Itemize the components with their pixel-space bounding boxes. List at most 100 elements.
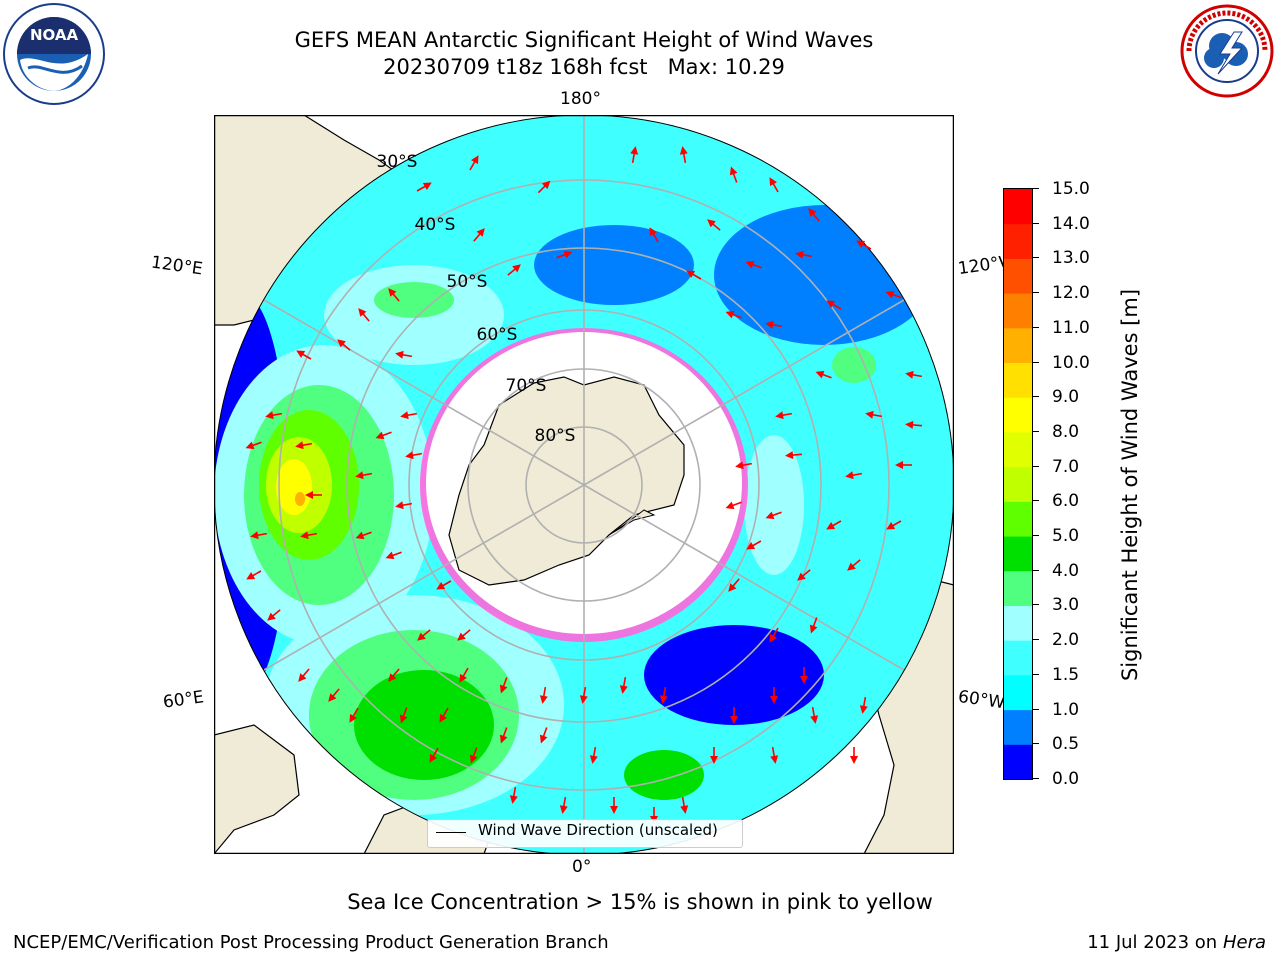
lat-label-70s: 70°S	[506, 376, 547, 396]
wave-direction-arrow	[885, 290, 902, 299]
colorbar-segment	[1004, 466, 1032, 502]
wave-direction-arrow	[905, 420, 923, 429]
colorbar-segment	[1004, 327, 1032, 364]
colorbar-tick-mark	[1033, 188, 1039, 189]
colorbar-tick-label: 11.0	[1052, 317, 1090, 338]
wave-direction-arrow	[305, 491, 322, 499]
wave-direction-arrow	[245, 441, 262, 450]
wave-direction-arrow	[725, 501, 742, 510]
wave-field-blue-ne	[714, 205, 934, 345]
colorbar-tick-mark	[1033, 743, 1039, 745]
wave-direction-arrow	[388, 668, 400, 682]
wave-direction-arrow	[800, 667, 808, 684]
wave-direction-arrow	[679, 146, 688, 164]
lat-label-60s: 60°S	[477, 325, 518, 345]
wave-direction-arrow	[436, 580, 452, 590]
wave-direction-arrow	[405, 451, 423, 460]
lat-label-50s: 50°S	[447, 272, 488, 292]
wave-field-lightcyan-e	[744, 435, 804, 575]
wave-direction-arrow	[375, 431, 392, 440]
land-antarctica	[448, 376, 685, 586]
wave-direction-arrow	[710, 747, 718, 764]
wave-direction-arrow	[770, 687, 778, 704]
colorbar-segment	[1004, 293, 1032, 329]
wave-direction-arrow	[296, 350, 312, 360]
colorbar-tick-mark	[1033, 673, 1039, 675]
colorbar-segment	[1004, 570, 1032, 606]
colorbar-tick-mark	[1033, 639, 1039, 641]
colorbar-segment	[1004, 536, 1032, 572]
sea-ice-note: Sea Ice Concentration > 15% is shown in …	[347, 890, 933, 914]
wave-direction-arrow	[499, 677, 508, 694]
wave-direction-arrow	[865, 410, 883, 419]
colorbar-tick-label: 1.5	[1052, 664, 1080, 685]
colorbar	[1003, 188, 1033, 780]
lon-label-120e: 120°E	[149, 252, 204, 280]
wave-direction-arrow	[507, 264, 521, 276]
wave-direction-arrow	[826, 520, 842, 530]
colorbar-tick-label: 4.0	[1052, 560, 1080, 581]
colorbar-tick-mark	[1033, 361, 1039, 363]
wave-direction-arrow	[250, 531, 268, 540]
wave-direction-arrow	[509, 786, 518, 804]
colorbar-tick-mark	[1033, 430, 1039, 432]
wave-field-dkgreen-sw	[354, 670, 494, 780]
colorbar-tick-label: 8.0	[1052, 421, 1080, 442]
wave-direction-arrow	[459, 667, 469, 683]
legend-label: Wind Wave Direction (unscaled)	[478, 821, 718, 839]
colorbar-tick-mark	[1033, 569, 1039, 571]
wave-direction-arrow	[725, 310, 742, 319]
wave-direction-arrow	[775, 411, 793, 420]
wave-direction-arrow	[850, 747, 858, 764]
wave-direction-arrow	[429, 747, 439, 763]
wave-direction-arrow	[395, 501, 413, 510]
colorbar-tick-label: 2.0	[1052, 630, 1080, 651]
wave-direction-arrow	[856, 240, 872, 250]
wave-direction-arrow	[735, 461, 753, 470]
polar-map: 30°S 40°S 50°S 60°S 70°S 80°S	[214, 115, 954, 854]
map-subtitle: 20230709 t18z 168h fcst Max: 10.29	[383, 55, 785, 79]
wave-direction-arrow	[886, 520, 902, 530]
colorbar-segment	[1004, 223, 1032, 259]
graticule	[214, 115, 954, 854]
wave-direction-arrow	[246, 570, 262, 580]
wave-direction-arrow	[539, 727, 548, 744]
wave-direction-arrow	[399, 707, 408, 724]
wave-direction-arrow	[728, 578, 740, 592]
colorbar-tick-mark	[1033, 535, 1039, 537]
wave-direction-arrow	[267, 609, 281, 621]
wind-wave-direction-arrows	[245, 146, 923, 824]
colorbar-tick-label: 7.0	[1052, 456, 1080, 477]
colorbar-segment	[1004, 431, 1032, 468]
wave-direction-arrow	[355, 531, 372, 540]
lon-label-60e: 60°E	[161, 687, 206, 713]
wave-direction-arrow	[765, 320, 783, 329]
wave-direction-arrow	[815, 370, 832, 379]
wave-field-green-ne	[832, 347, 876, 383]
wave-direction-arrow	[686, 270, 702, 280]
colorbar-tick-mark	[1033, 708, 1039, 710]
wave-direction-arrow	[795, 250, 813, 259]
wave-direction-arrow	[349, 707, 359, 723]
wave-direction-arrow	[619, 676, 628, 694]
wave-direction-arrow	[707, 219, 721, 231]
wave-direction-arrow	[499, 727, 508, 744]
colorbar-segment	[1004, 709, 1032, 745]
wave-direction-arrow	[559, 796, 568, 814]
colorbar-segment	[1004, 640, 1032, 676]
colorbar-segment	[1004, 501, 1032, 537]
wave-direction-arrow	[797, 569, 811, 581]
wave-field-orange-max	[295, 492, 305, 506]
lon-label-180: 180°	[560, 89, 601, 109]
colorbar-segment	[1004, 397, 1032, 433]
colorbar-tick-mark	[1033, 292, 1039, 294]
wave-direction-arrow	[265, 411, 283, 420]
land-africa	[214, 724, 300, 854]
colorbar-tick-mark	[1033, 222, 1039, 224]
wave-direction-arrow	[730, 707, 738, 724]
footer-date-text: 11 Jul 2023 on	[1087, 932, 1218, 953]
colorbar-tick-label: 0.0	[1052, 769, 1080, 789]
noaa-logo: NOAA	[3, 3, 105, 105]
colorbar-tick-label: 15.0	[1052, 179, 1090, 199]
colorbar-tick-mark	[1033, 465, 1039, 467]
